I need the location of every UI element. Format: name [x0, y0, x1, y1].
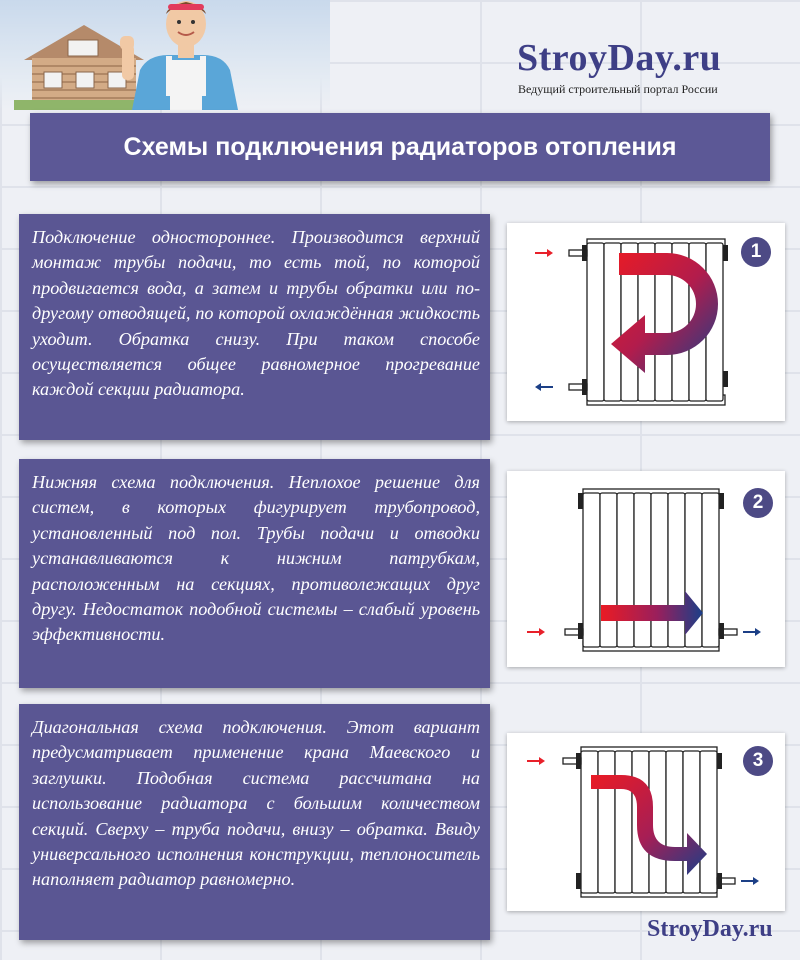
scheme-1-card: Подключение одностороннее. Производится …	[19, 214, 490, 440]
house-illustration	[14, 25, 164, 110]
scheme-3-number-badge: 3	[743, 746, 773, 776]
page-title: Схемы подключения радиаторов отопления	[123, 132, 677, 161]
scheme-2-diagram: 2	[507, 471, 785, 667]
site-logo[interactable]: StroyDay.ru	[517, 37, 722, 79]
radiator-3-illustration	[527, 746, 759, 898]
site-tagline: Ведущий строительный портал России	[518, 82, 718, 96]
scheme-2-card: Нижняя схема подключения. Неплохое решен…	[19, 459, 490, 688]
scheme-2-description: Нижняя схема подключения. Неплохое решен…	[32, 472, 480, 645]
title-banner: Схемы подключения радиаторов отопления	[30, 113, 770, 181]
scheme-1-diagram: 1	[507, 223, 785, 421]
scheme-1-number-badge: 1	[741, 237, 771, 267]
radiator-2-illustration	[527, 488, 761, 652]
header: StroyDay.ru Ведущий строительный портал …	[0, 0, 800, 110]
worker-illustration	[120, 1, 238, 110]
scheme-1-description: Подключение одностороннее. Производится …	[32, 227, 480, 400]
scheme-3-card: Диагональная схема подключения. Этот вар…	[19, 704, 490, 940]
radiator-1-illustration	[535, 238, 728, 406]
scheme-3-description: Диагональная схема подключения. Этот вар…	[32, 717, 480, 890]
footer-logo[interactable]: StroyDay.ru	[647, 916, 773, 942]
scheme-2-number-badge: 2	[743, 488, 773, 518]
scheme-3-diagram: 3	[507, 733, 785, 911]
